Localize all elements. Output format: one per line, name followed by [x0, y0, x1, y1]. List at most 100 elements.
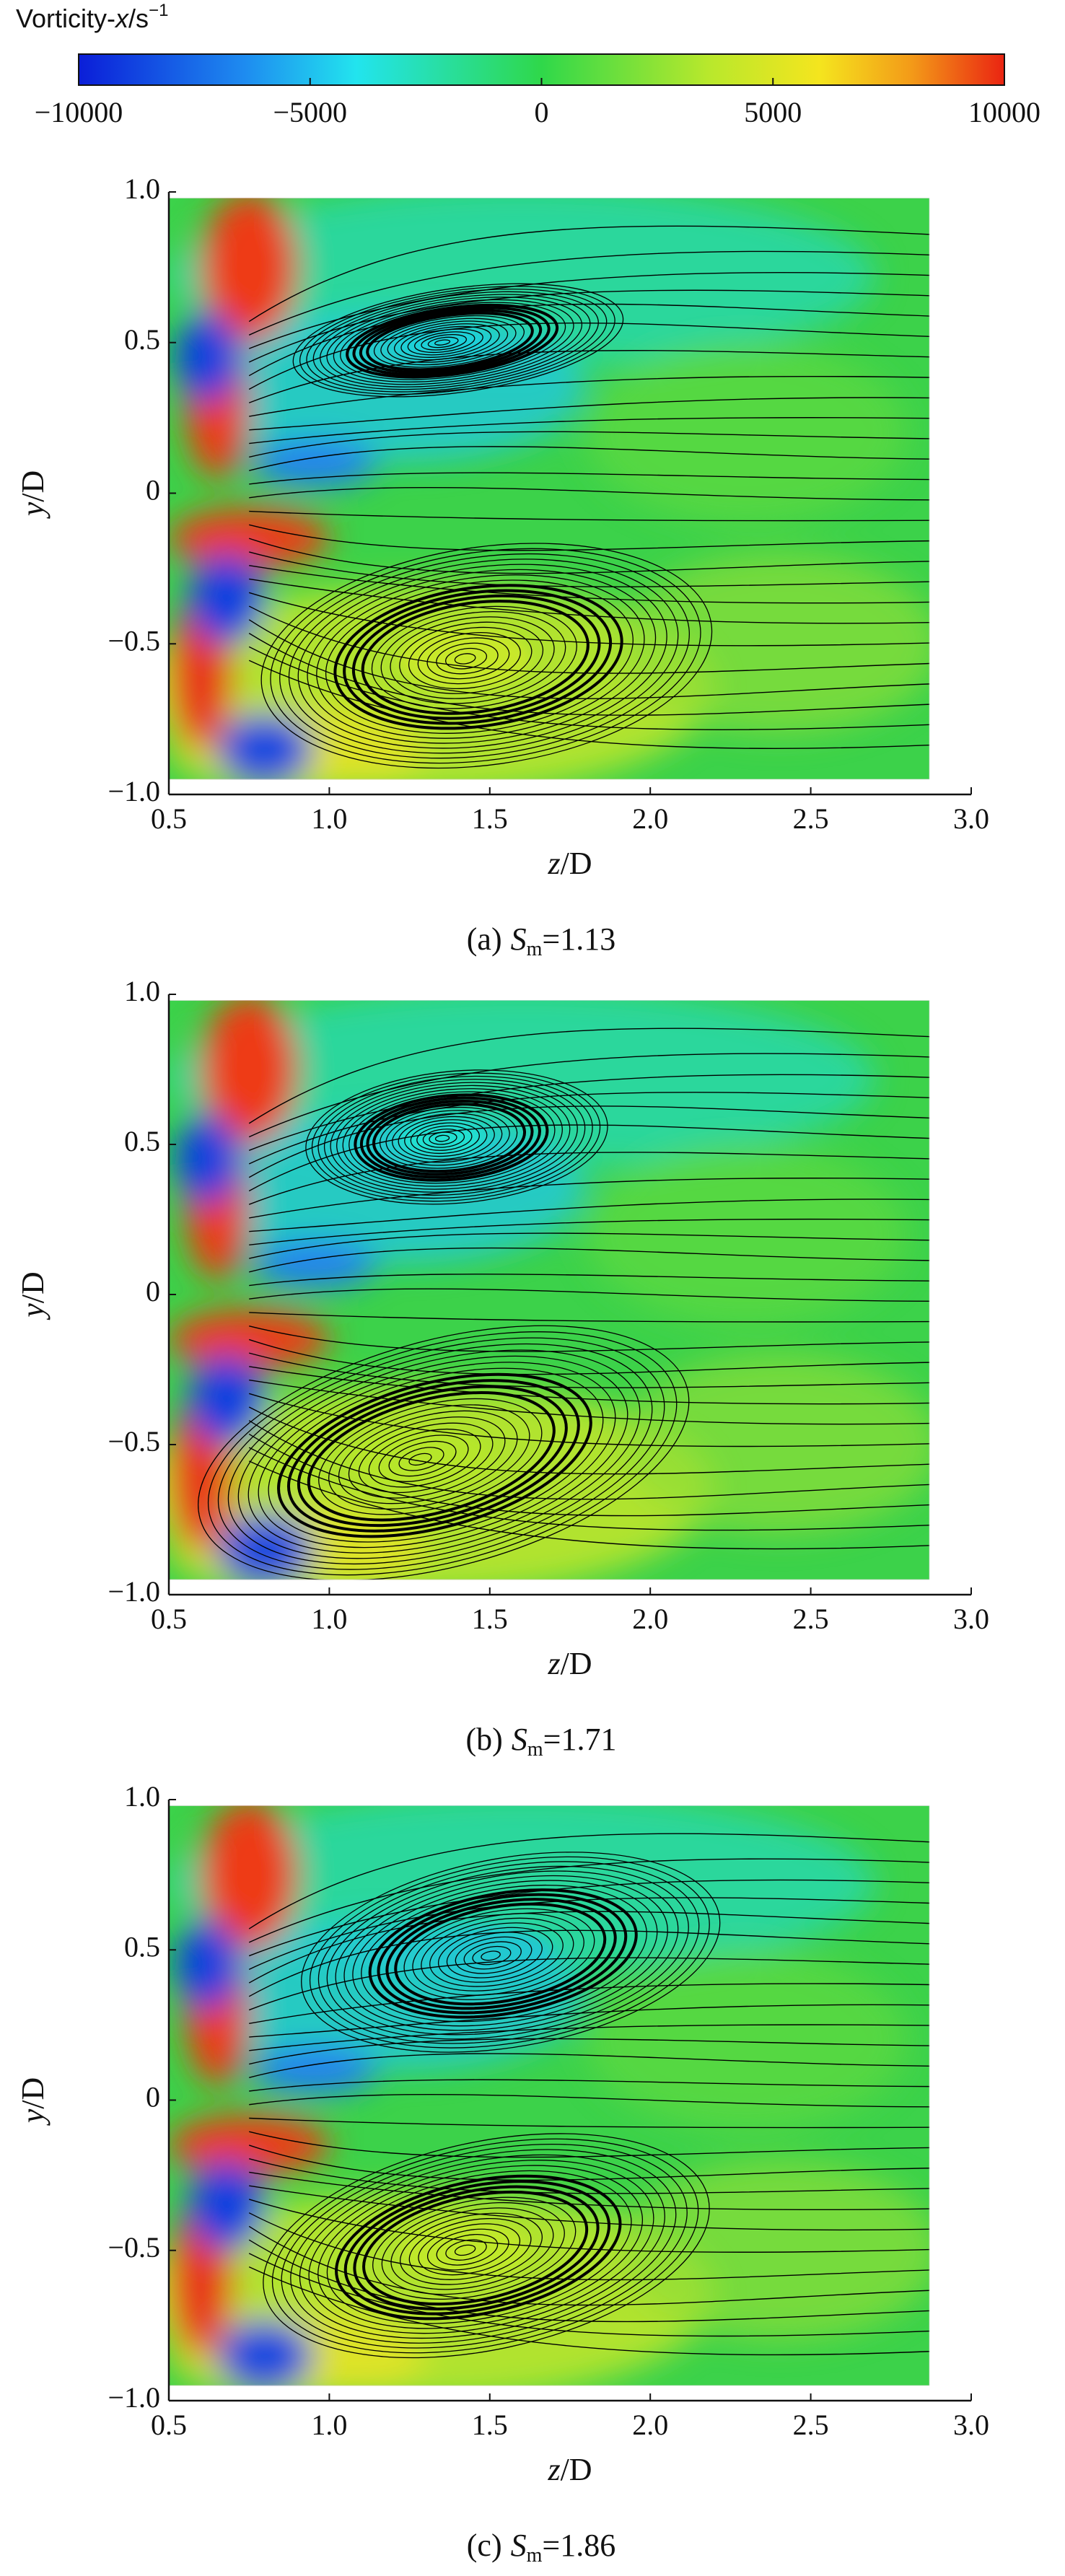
streamline — [455, 1936, 532, 1974]
y-tick-label: −0.5 — [108, 624, 160, 657]
streamline — [249, 2093, 930, 2108]
streamline — [249, 431, 930, 458]
streamline — [343, 589, 613, 725]
streamlines — [198, 1028, 930, 1580]
colorbar-title-text: Vorticity- — [16, 4, 115, 33]
streamline — [248, 1420, 930, 1500]
streamline — [248, 2145, 930, 2181]
colorbar-title-unit: /s — [128, 4, 149, 33]
field-region — [216, 2319, 314, 2386]
streamline — [446, 1932, 543, 1979]
y-tick-label: 1.0 — [124, 172, 160, 205]
streamline — [249, 2024, 930, 2051]
streamline — [248, 272, 930, 349]
streamline — [249, 510, 930, 522]
streamline — [248, 250, 930, 336]
streamline — [359, 1096, 541, 1179]
streamline — [342, 1088, 563, 1187]
streamline — [249, 1312, 930, 1323]
streamline — [353, 2185, 600, 2310]
caption-symbol: S — [512, 1722, 527, 1757]
x-tick-label: 0.5 — [151, 802, 187, 835]
streamline — [434, 1134, 450, 1142]
x-tick-label: 3.0 — [953, 802, 989, 835]
streamline — [340, 302, 566, 380]
caption-symbol: S — [511, 921, 527, 957]
x-tick-label: 2.0 — [632, 802, 668, 835]
x-tick-label: 1.5 — [472, 802, 508, 835]
streamline — [248, 1433, 930, 1517]
streamline — [248, 1858, 930, 1943]
streamline — [248, 303, 930, 377]
streamline — [335, 1870, 679, 2036]
y-axis-label-unit: /D — [15, 470, 51, 502]
y-tick-label: 0 — [146, 2081, 160, 2113]
streamline — [404, 1119, 488, 1157]
streamline — [399, 621, 544, 694]
field-region — [216, 713, 314, 780]
streamline — [249, 1178, 930, 1219]
y-tick-label: −1.0 — [108, 1575, 160, 1608]
streamline — [227, 1343, 653, 1565]
streamline — [249, 2053, 930, 2078]
streamline — [249, 2004, 930, 2038]
streamline — [408, 2217, 532, 2280]
streamline — [248, 1447, 930, 1531]
caption-symbol: S — [511, 2528, 527, 2563]
streamline — [249, 1288, 930, 1302]
y-tick-label: −0.5 — [108, 2231, 160, 2264]
streamline — [338, 1410, 518, 1504]
streamline — [408, 1453, 432, 1466]
streamline — [248, 1124, 930, 1192]
colorbar-tick-label: 0 — [535, 96, 549, 128]
streamline — [249, 1247, 930, 1273]
field — [169, 198, 930, 780]
x-tick-label: 2.5 — [793, 1603, 829, 1635]
x-tick-label: 2.0 — [632, 1603, 668, 1635]
streamline — [288, 558, 679, 754]
streamline — [421, 333, 468, 351]
field-region — [249, 2046, 378, 2095]
streamline — [328, 1404, 530, 1510]
streamline — [366, 1099, 534, 1176]
field-region — [249, 1240, 378, 1289]
y-axis-label: y/D — [15, 1271, 51, 1320]
colorbar-tick-label: 10000 — [968, 96, 1040, 128]
caption-subscript: m — [527, 2544, 543, 2567]
x-tick-label: 3.0 — [953, 2409, 989, 2441]
streamline — [249, 2185, 930, 2231]
colorbar-title: Vorticity-x/s−1 — [16, 1, 168, 32]
streamline — [248, 322, 930, 390]
y-tick-label: 0 — [146, 1275, 160, 1307]
streamline — [258, 1362, 616, 1548]
x-tick-label: 1.0 — [311, 2409, 347, 2441]
streamline — [326, 1865, 689, 2040]
field-region — [618, 553, 930, 735]
streamline — [333, 584, 623, 730]
streamline — [416, 1125, 473, 1151]
streamline — [248, 1879, 930, 1957]
streamline — [248, 1957, 930, 2011]
field-region — [201, 1114, 587, 1265]
streamline — [307, 569, 657, 744]
field-region — [216, 1513, 314, 1580]
x-axis-label-unit: /D — [561, 846, 592, 881]
streamline — [312, 291, 599, 390]
y-axis-label-var: y — [15, 1303, 51, 1320]
streamline — [429, 1922, 564, 1987]
streamline — [249, 417, 930, 444]
y-axis-label: y/D — [15, 470, 51, 520]
streamline — [249, 486, 930, 501]
y-axis-label-var: y — [15, 501, 51, 519]
field-region — [175, 1919, 240, 2010]
field-region — [175, 1114, 240, 1205]
streamline — [463, 1941, 522, 1970]
streamline — [249, 2117, 930, 2129]
streamline — [249, 2038, 930, 2065]
vortex-core — [398, 1119, 486, 1157]
caption-label: (c) — [467, 2528, 502, 2563]
x-axis-label-unit: /D — [561, 2452, 592, 2487]
streamline — [472, 1945, 512, 1966]
streamline — [248, 1406, 930, 1475]
